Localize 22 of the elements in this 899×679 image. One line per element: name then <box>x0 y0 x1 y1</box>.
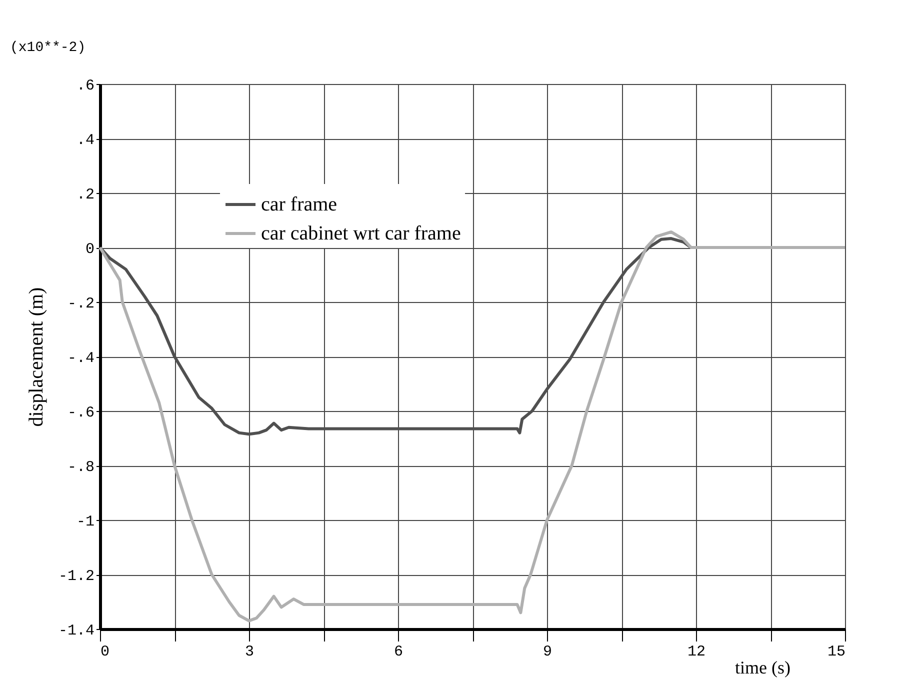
x-tick-label: 12 <box>687 644 706 660</box>
x-tick-label: 15 <box>827 644 846 660</box>
y-tick-label: -.6 <box>67 404 94 422</box>
x-tick-label: 6 <box>394 644 404 660</box>
x-tick-label: 0 <box>100 644 110 660</box>
y-tick-label: .2 <box>76 186 94 204</box>
x-tick-label: 9 <box>542 644 552 660</box>
y-tick-label: .6 <box>76 78 94 94</box>
y-tick-label: -.8 <box>67 459 94 476</box>
y-axis-title: displacement (m) <box>25 287 48 427</box>
y-tick-label: -1 <box>76 514 94 530</box>
y-tick-label: 0 <box>85 241 94 258</box>
x-axis-title: time (s) <box>735 658 790 678</box>
y-tick-label: -1.4 <box>58 622 94 640</box>
x-tick-label: 3 <box>244 644 254 660</box>
y-tick-label: .4 <box>76 132 94 149</box>
text: (x10**-2) <box>10 40 86 56</box>
legend-label: car frame <box>261 194 338 216</box>
y-tick-label: -.2 <box>67 296 94 312</box>
y-tick-label: -1.2 <box>58 568 94 585</box>
legend-label: car cabinet wrt car frame <box>261 222 461 244</box>
y-tick-label: -.4 <box>67 350 94 367</box>
